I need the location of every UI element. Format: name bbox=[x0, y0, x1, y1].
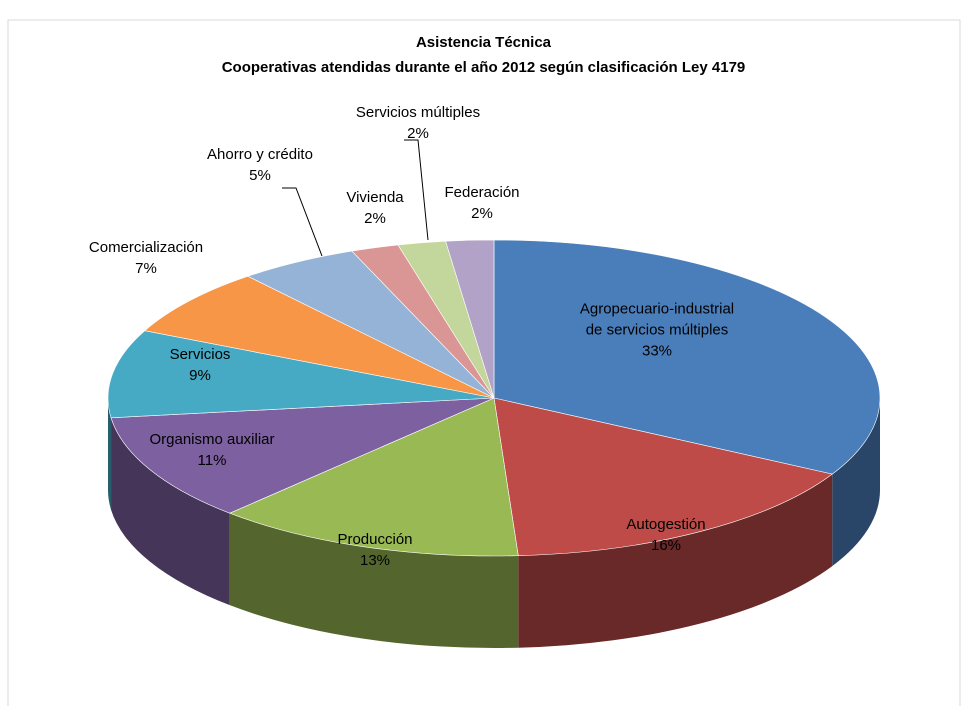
value-label: 13% bbox=[359, 552, 391, 569]
value-label: 2% bbox=[364, 210, 386, 227]
value-label: 33% bbox=[641, 342, 673, 360]
data-label: Vivienda 2% bbox=[325, 187, 425, 229]
value-label: 2% bbox=[407, 125, 429, 142]
data-label: Autogestión 16% bbox=[606, 514, 726, 556]
category-label: Vivienda bbox=[346, 189, 404, 206]
slice-side bbox=[111, 417, 230, 606]
data-label: Producción 13% bbox=[315, 529, 435, 571]
category-label: Organismo auxiliar bbox=[149, 431, 275, 448]
data-label: Organismo auxiliar 11% bbox=[112, 429, 312, 471]
value-label: 5% bbox=[249, 167, 271, 184]
category-label: Federación bbox=[444, 184, 520, 201]
data-label: Servicios 9% bbox=[140, 344, 260, 386]
data-label: Ahorro y crédito 5% bbox=[175, 144, 345, 186]
slice-side bbox=[518, 474, 833, 648]
leader-line bbox=[282, 187, 323, 257]
chart-subtitle: Cooperativas atendidas durante el año 20… bbox=[221, 59, 746, 76]
value-label: 7% bbox=[135, 260, 157, 277]
category-label: Autogestión bbox=[626, 516, 706, 533]
slice-side bbox=[108, 398, 112, 510]
data-label: Federación 2% bbox=[427, 182, 537, 224]
category-label: Comercialización bbox=[88, 239, 204, 256]
leader-line bbox=[404, 139, 429, 241]
slice bbox=[110, 397, 495, 514]
slice-side bbox=[832, 398, 880, 567]
value-label: 16% bbox=[650, 537, 682, 554]
slice bbox=[144, 275, 495, 399]
data-label: Agropecuario-industrial de servicios múl… bbox=[572, 299, 742, 362]
data-label: Servicios múltiples 2% bbox=[338, 102, 498, 144]
value-label: 2% bbox=[471, 205, 493, 222]
category-label: Producción bbox=[337, 531, 413, 548]
value-label: 11% bbox=[197, 452, 227, 469]
category-label: Servicios múltiples bbox=[355, 104, 481, 121]
category-label: Agropecuario-industrial de servicios múl… bbox=[579, 300, 735, 339]
slice bbox=[228, 397, 519, 557]
data-label: Comercialización 7% bbox=[61, 237, 231, 279]
slice bbox=[493, 239, 881, 475]
category-label: Servicios bbox=[169, 346, 231, 363]
slice bbox=[107, 330, 495, 419]
value-label: 9% bbox=[189, 367, 211, 384]
slice-side bbox=[229, 513, 519, 648]
category-label: Ahorro y crédito bbox=[207, 146, 313, 163]
slice bbox=[493, 397, 833, 556]
slice bbox=[445, 239, 495, 399]
chart-title: Asistencia Técnica bbox=[415, 34, 552, 51]
